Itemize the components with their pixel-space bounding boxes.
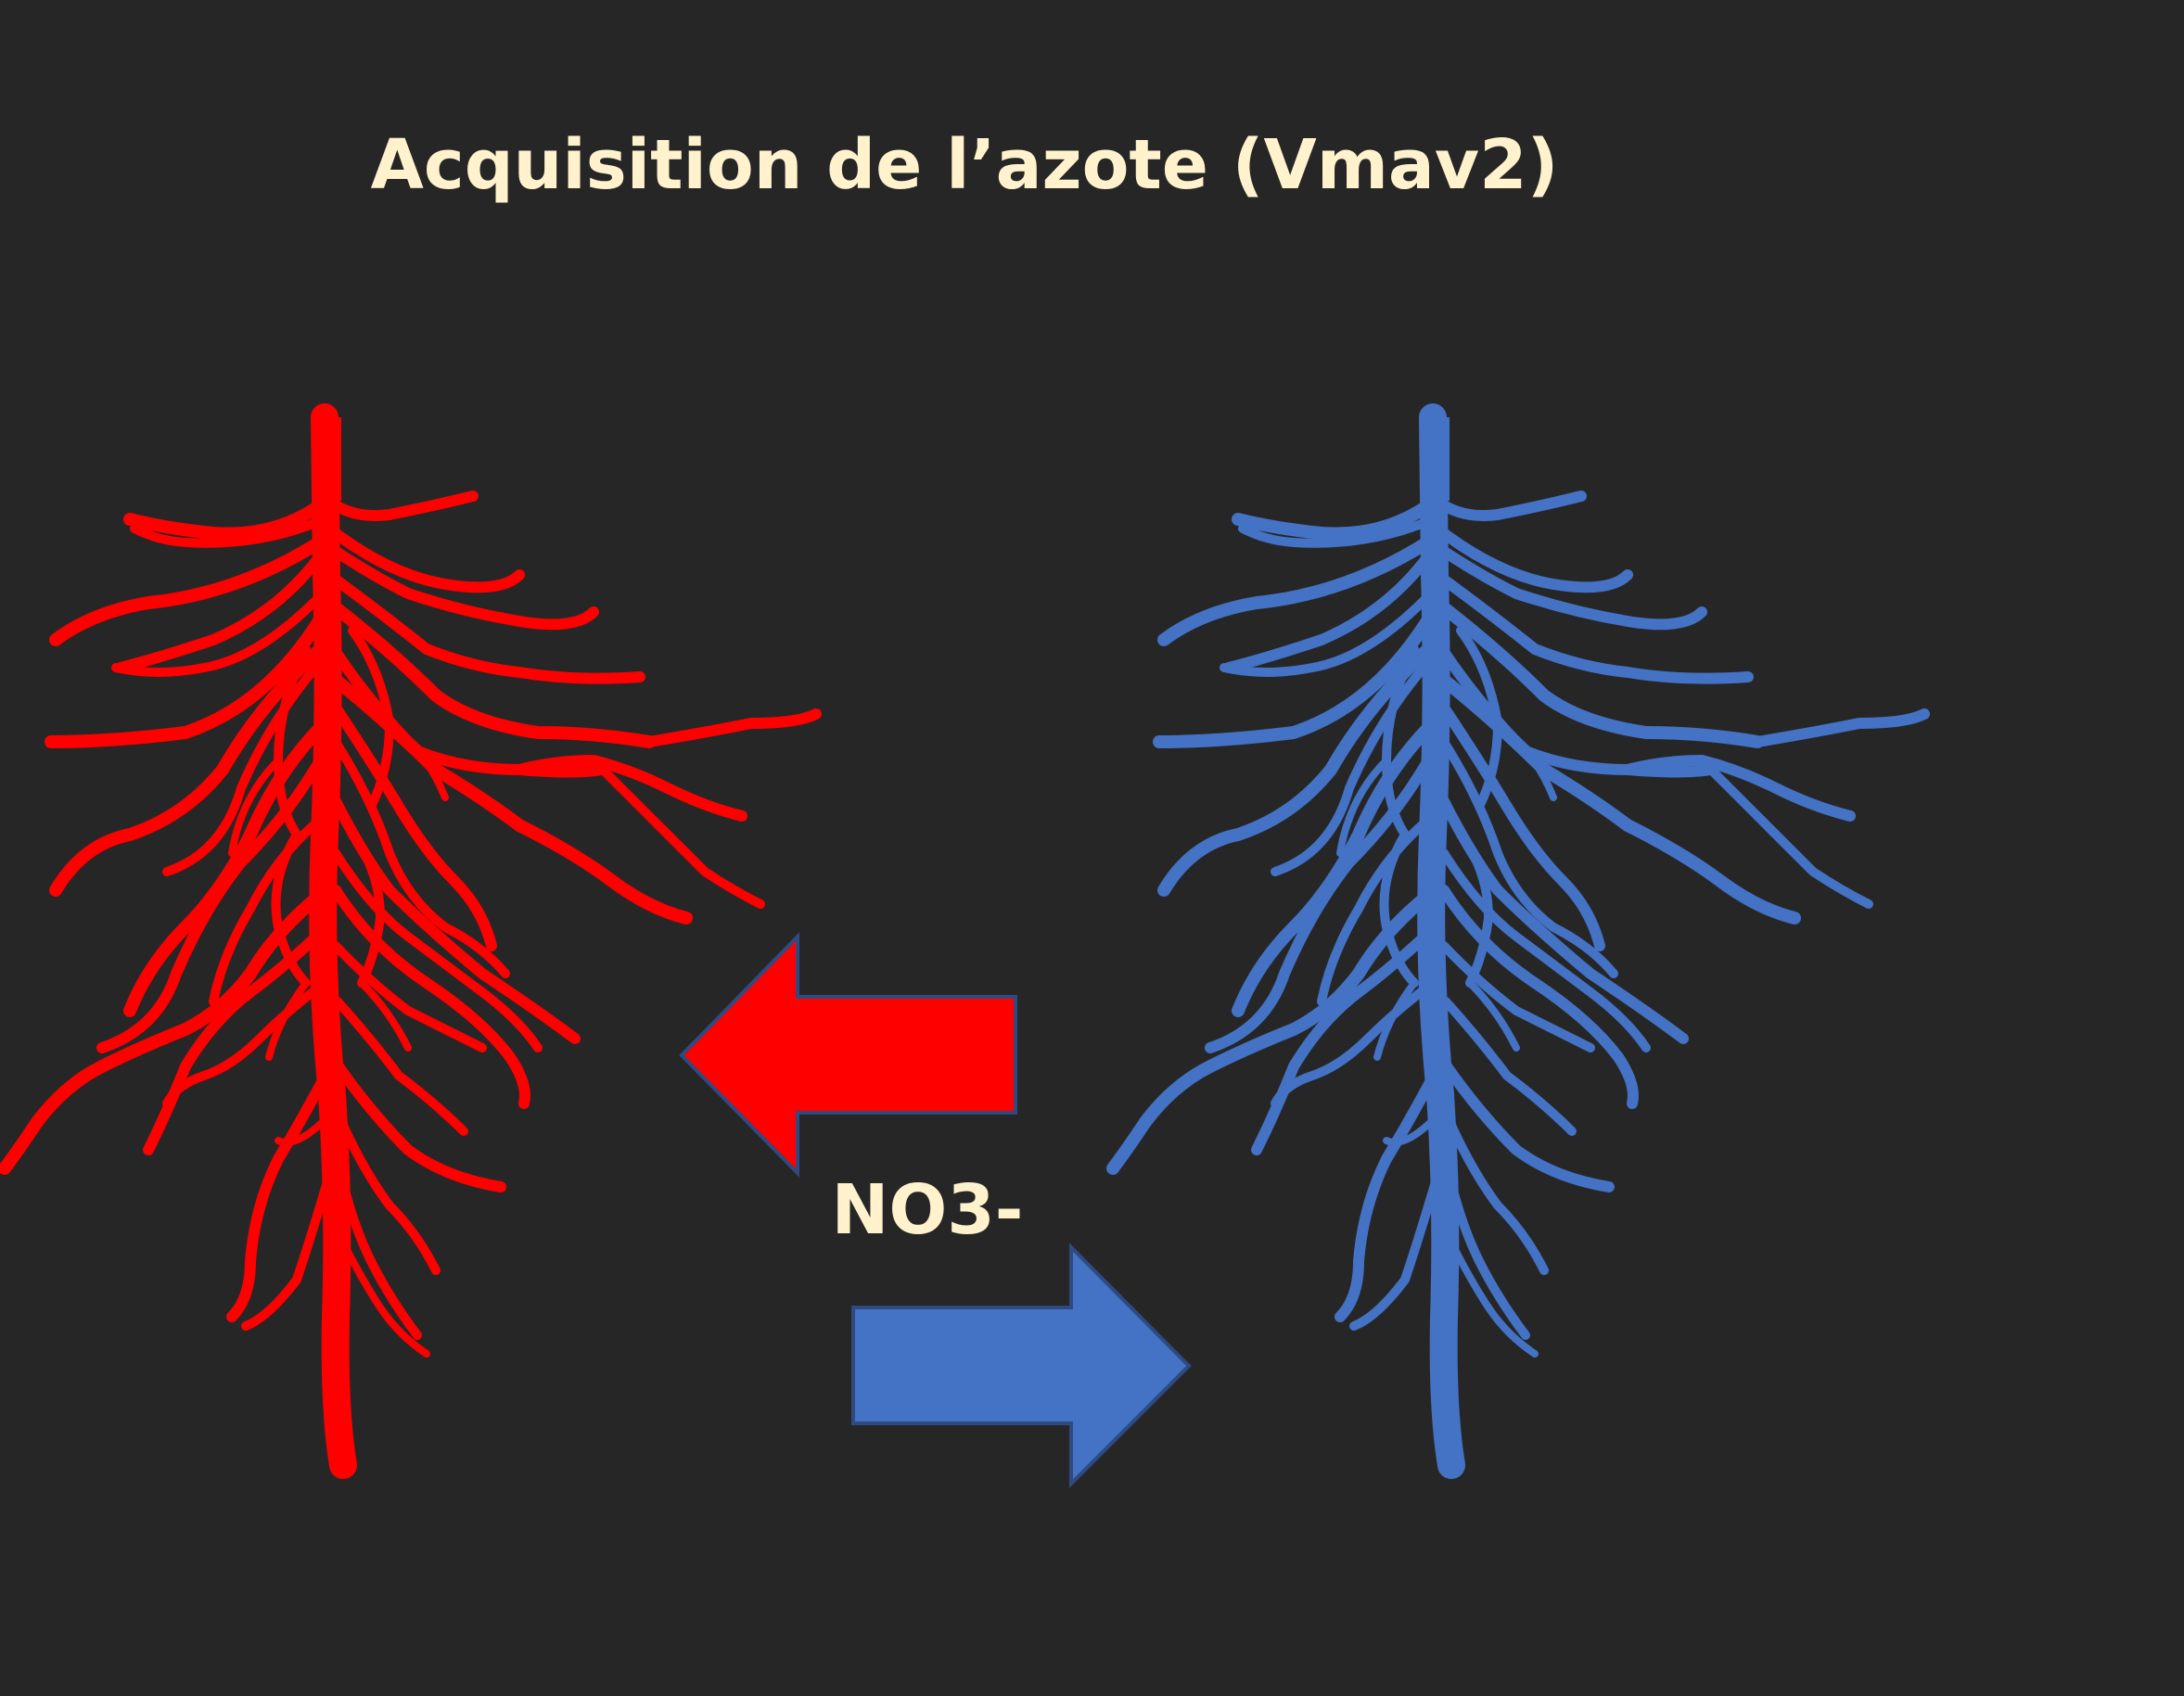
arrow-right-icon [851,1245,1191,1486]
root-system-icon [1113,417,1924,1465]
slide-title: Acquisition de l’azote (Vmav2) [370,125,1559,205]
nitrate-label: NO3- [831,1170,1024,1250]
root-system-icon [5,417,816,1465]
arrow-left-icon [680,935,1017,1175]
